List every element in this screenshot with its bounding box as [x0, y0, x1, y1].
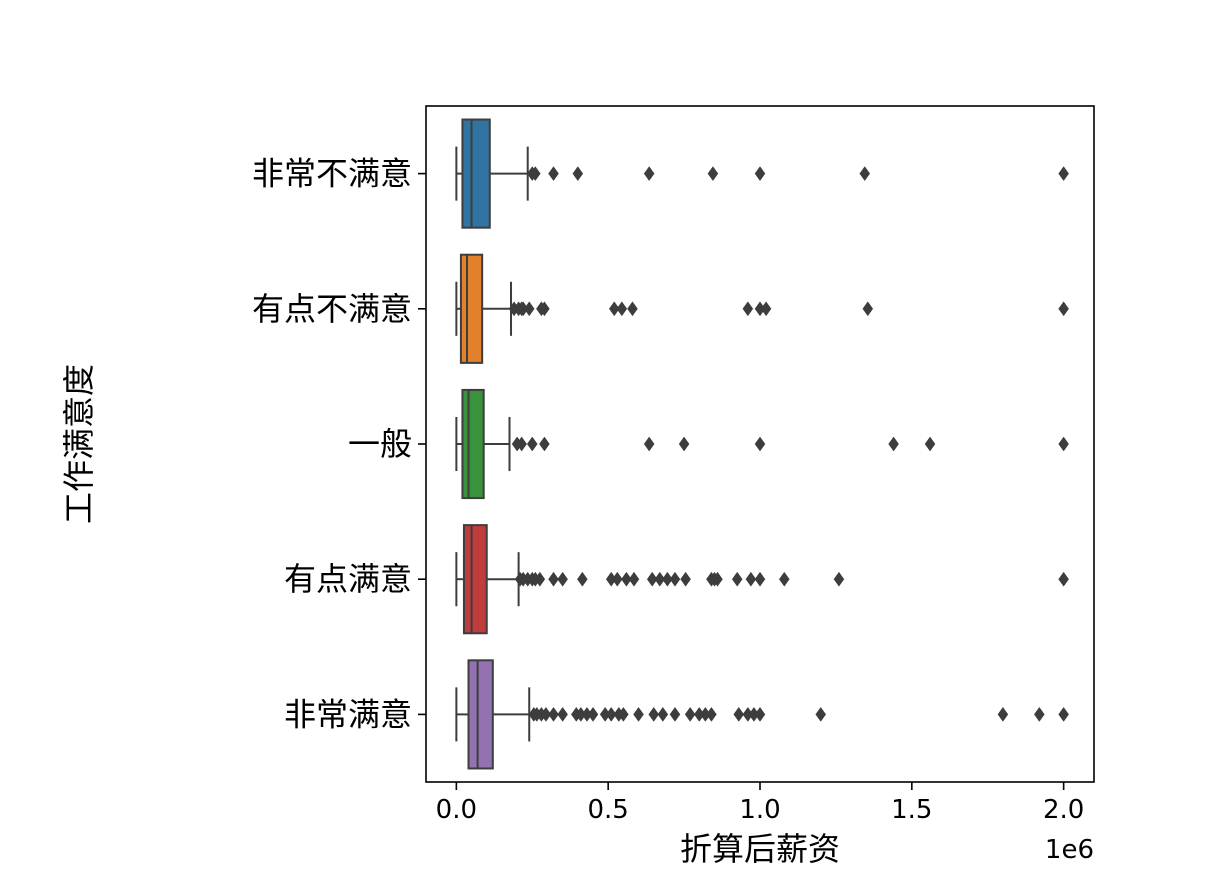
outlier-point — [621, 571, 632, 587]
outlier-point — [754, 166, 766, 182]
outlier-point — [745, 571, 757, 587]
outlier-point — [669, 571, 681, 587]
y-tick-label: 有点不满意 — [252, 290, 412, 328]
outlier-point — [534, 571, 546, 587]
outlier-point — [608, 301, 620, 317]
y-tick-label: 非常不满意 — [252, 155, 412, 193]
iqr-box — [462, 524, 488, 635]
box-group-3 — [455, 388, 1069, 500]
iqr-box — [461, 118, 491, 229]
outlier-point — [523, 301, 535, 317]
outlier-point — [662, 571, 673, 587]
outlier-point — [833, 571, 845, 587]
x-tick-label: 0.0 — [436, 795, 477, 825]
outlier-point — [643, 166, 655, 182]
outlier-point — [646, 571, 658, 587]
outlier-point — [712, 571, 723, 587]
outlier-point — [997, 706, 1009, 722]
x-ticks-layer: 0.0 0.5 1.0 1.5 2.0 — [436, 782, 1084, 825]
outlier-point — [526, 436, 538, 452]
outlier-point — [539, 436, 550, 452]
outlier-point — [627, 301, 638, 317]
outlier-point — [859, 166, 871, 182]
outlier-point — [611, 571, 623, 587]
x-axis-offset-text: 1e6 — [1045, 835, 1094, 865]
outlier-point — [684, 706, 696, 722]
outlier-point — [778, 571, 790, 587]
y-tick-label: 有点满意 — [284, 560, 412, 598]
outlier-point — [680, 571, 691, 587]
iqr-box — [461, 388, 485, 500]
outlier-point — [733, 706, 745, 722]
x-tick-label: 1.5 — [891, 795, 932, 825]
y-tick-label: 一般 — [348, 425, 412, 463]
outlier-point — [760, 301, 772, 317]
outlier-point — [648, 706, 660, 722]
box-group-1 — [455, 118, 1069, 229]
outlier-point — [572, 166, 584, 182]
outlier-point — [742, 301, 754, 317]
outlier-point — [1034, 706, 1045, 722]
outlier-point — [643, 436, 655, 452]
outlier-point — [516, 436, 527, 452]
outlier-point — [815, 706, 827, 722]
box-group-5 — [455, 659, 1069, 770]
outlier-point — [862, 301, 874, 317]
outlier-point — [657, 706, 669, 722]
outlier-point — [754, 571, 766, 587]
outlier-point — [539, 301, 550, 317]
outlier-point — [707, 166, 719, 182]
x-axis-title: 折算后薪资 — [680, 830, 840, 868]
y-axis-title: 工作满意度 — [60, 364, 98, 524]
box-group-4 — [455, 524, 1069, 635]
y-tick-label: 非常满意 — [284, 695, 412, 733]
outlier-point — [616, 301, 628, 317]
outlier-point — [587, 706, 599, 722]
outlier-point — [628, 571, 640, 587]
outlier-point — [1058, 571, 1069, 587]
plot-frame — [425, 105, 1095, 783]
outlier-point — [548, 571, 559, 587]
outlier-point — [577, 571, 588, 587]
x-tick-label: 2.0 — [1043, 795, 1084, 825]
x-tick-label: 1.0 — [739, 795, 780, 825]
outlier-point — [1058, 166, 1069, 182]
outlier-point — [678, 436, 690, 452]
outlier-point — [557, 571, 568, 587]
outlier-point — [754, 706, 766, 722]
outlier-point — [540, 706, 552, 722]
outlier-point — [530, 166, 541, 182]
outlier-point — [731, 571, 743, 587]
boxes-layer — [455, 118, 1069, 770]
box-group-2 — [455, 253, 1069, 364]
outlier-point — [633, 706, 644, 722]
outlier-point — [618, 706, 629, 722]
outlier-point — [548, 166, 559, 182]
outlier-point — [1058, 436, 1069, 452]
outlier-point — [654, 571, 666, 587]
outlier-point — [924, 436, 936, 452]
outlier-point — [557, 706, 568, 722]
outlier-point — [754, 436, 766, 452]
outlier-point — [669, 706, 681, 722]
outlier-point — [888, 436, 899, 452]
x-tick-label: 0.5 — [588, 795, 629, 825]
outlier-point — [548, 706, 559, 722]
iqr-box — [459, 253, 484, 364]
iqr-box — [467, 659, 494, 770]
outlier-point — [605, 706, 617, 722]
outlier-point — [1058, 301, 1069, 317]
outlier-point — [706, 706, 717, 722]
outlier-point — [1058, 706, 1069, 722]
